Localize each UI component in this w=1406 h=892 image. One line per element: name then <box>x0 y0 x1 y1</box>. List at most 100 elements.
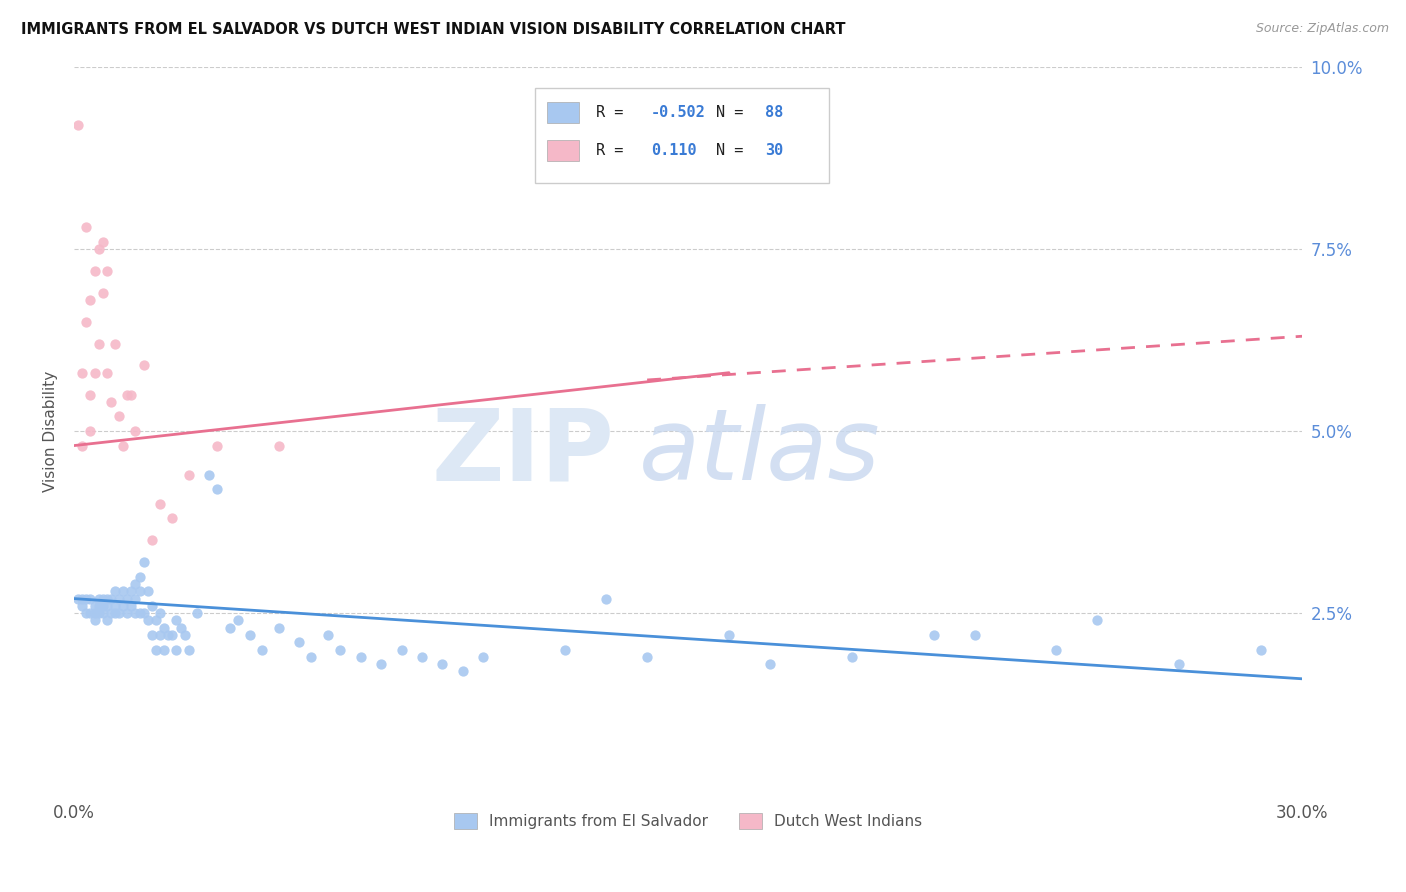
Point <box>301 649 323 664</box>
Point <box>124 424 146 438</box>
Point <box>67 591 90 606</box>
Point <box>177 642 200 657</box>
Text: R =: R = <box>596 105 633 120</box>
Point <box>75 591 97 606</box>
Point <box>186 606 208 620</box>
Point <box>177 467 200 482</box>
Point <box>91 591 114 606</box>
Point <box>91 599 114 613</box>
Point <box>79 606 101 620</box>
Point <box>226 614 249 628</box>
Point <box>100 394 122 409</box>
Point <box>87 606 110 620</box>
Point <box>451 665 474 679</box>
Point <box>132 555 155 569</box>
Point <box>124 577 146 591</box>
Point <box>136 614 159 628</box>
Point <box>329 642 352 657</box>
Point <box>75 315 97 329</box>
Point <box>108 606 131 620</box>
Point <box>162 628 184 642</box>
Point <box>104 584 127 599</box>
Point <box>759 657 782 672</box>
Point <box>75 219 97 234</box>
Point <box>124 606 146 620</box>
Point <box>218 621 240 635</box>
Point <box>120 599 142 613</box>
Point <box>316 628 339 642</box>
Point <box>91 606 114 620</box>
FancyBboxPatch shape <box>547 140 579 161</box>
Point <box>96 599 118 613</box>
Point <box>72 599 94 613</box>
Point <box>91 235 114 249</box>
Point <box>100 606 122 620</box>
Point <box>87 336 110 351</box>
Point <box>67 118 90 132</box>
Point <box>472 649 495 664</box>
Point <box>141 628 163 642</box>
Point <box>128 584 150 599</box>
Point <box>112 439 135 453</box>
Point <box>83 606 105 620</box>
Point <box>91 285 114 300</box>
Point <box>162 511 184 525</box>
Text: N =: N = <box>716 143 752 158</box>
Text: -0.502: -0.502 <box>651 105 706 120</box>
Point <box>922 628 945 642</box>
Point <box>72 366 94 380</box>
Point <box>267 439 290 453</box>
Point <box>132 606 155 620</box>
Point <box>96 591 118 606</box>
Point <box>841 649 863 664</box>
Point <box>83 614 105 628</box>
Point <box>117 606 139 620</box>
Text: N =: N = <box>716 105 752 120</box>
Point <box>83 263 105 277</box>
Point <box>1168 657 1191 672</box>
Point <box>132 359 155 373</box>
FancyBboxPatch shape <box>547 102 579 123</box>
Point <box>112 599 135 613</box>
Text: atlas: atlas <box>638 404 880 501</box>
Point <box>87 591 110 606</box>
Point <box>120 387 142 401</box>
Point <box>104 606 127 620</box>
Point <box>717 628 740 642</box>
Legend: Immigrants from El Salvador, Dutch West Indians: Immigrants from El Salvador, Dutch West … <box>449 807 928 835</box>
Point <box>87 599 110 613</box>
Text: 0.110: 0.110 <box>651 143 697 158</box>
Point <box>72 439 94 453</box>
Point <box>79 293 101 307</box>
Point <box>349 649 371 664</box>
Point <box>136 584 159 599</box>
Point <box>198 467 221 482</box>
Point <box>554 642 576 657</box>
FancyBboxPatch shape <box>534 88 830 183</box>
Point <box>104 599 127 613</box>
Point <box>124 591 146 606</box>
Point <box>79 387 101 401</box>
Point <box>169 621 191 635</box>
Point <box>120 584 142 599</box>
Point <box>370 657 392 672</box>
Point <box>252 642 274 657</box>
Point <box>108 409 131 424</box>
Point <box>79 591 101 606</box>
Point <box>411 649 433 664</box>
Point <box>112 584 135 599</box>
Text: 88: 88 <box>765 105 783 120</box>
Text: ZIP: ZIP <box>432 404 614 501</box>
Point <box>153 621 176 635</box>
Point <box>117 591 139 606</box>
Point <box>104 336 127 351</box>
Point <box>145 614 167 628</box>
Point <box>207 439 229 453</box>
Point <box>149 606 172 620</box>
Point <box>87 242 110 256</box>
Point <box>636 649 658 664</box>
Point <box>173 628 195 642</box>
Point <box>165 614 187 628</box>
Point <box>83 366 105 380</box>
Point <box>207 483 229 497</box>
